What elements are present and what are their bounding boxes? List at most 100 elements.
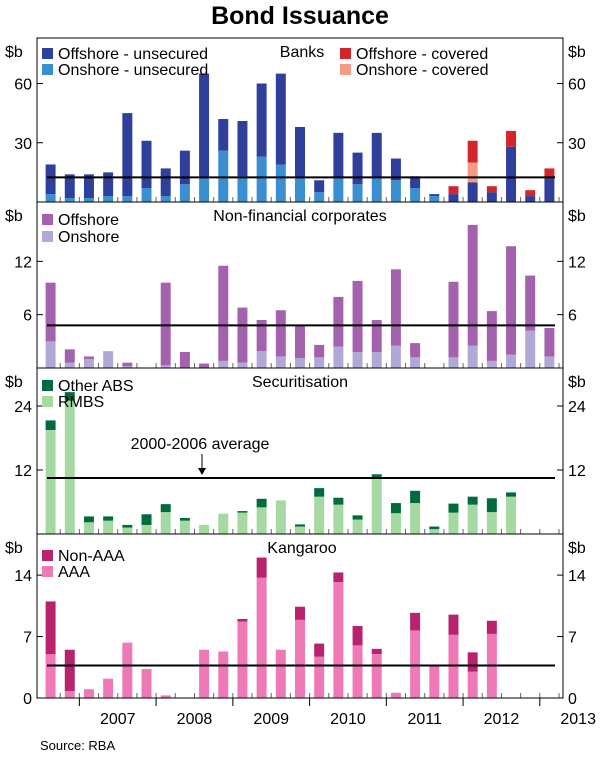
nonfinancial-bar-onshore [544, 356, 555, 368]
securitisation-bar-rmbs [141, 524, 152, 534]
banks-bar-onshore-unsecured [122, 196, 133, 202]
kangaroo-bar-aaa [103, 678, 114, 698]
banks-bar-onshore-unsecured [295, 178, 305, 202]
kangaroo-bar-aaa [295, 619, 305, 698]
banks-bar-offshore-unsecured [429, 194, 440, 197]
securitisation-ytick-left: 24 [14, 399, 32, 416]
nonfinancial-bar-onshore [218, 360, 229, 368]
banks-bar-offshore-unsecured [122, 113, 133, 197]
banks-bar-offshore-unsecured [275, 73, 286, 165]
nonfinancial-bar-offshore [544, 328, 555, 357]
nonfinancial-bar-offshore [122, 362, 133, 367]
kangaroo-unit-left: $b [5, 540, 23, 557]
nonfinancial-bar-offshore [410, 343, 421, 358]
securitisation-bar-other-abs [390, 503, 401, 514]
nonfinancial-bar-onshore [256, 351, 267, 368]
average-annotation: 2000-2006 average [131, 436, 270, 453]
banks-bar-offshore-unsecured [467, 182, 478, 202]
banks-unit-right: $b [568, 44, 586, 61]
kangaroo-legend-non-aaa-swatch [42, 550, 53, 561]
securitisation-bar-rmbs [295, 526, 305, 534]
kangaroo-bar-non-aaa [467, 652, 478, 672]
nonfinancial-bar-onshore [122, 366, 133, 368]
kangaroo-ytick-left: 7 [23, 630, 32, 647]
nonfinancial-legend-onshore-swatch [42, 231, 53, 242]
banks-bar-onshore-covered [467, 162, 478, 183]
kangaroo-bar-aaa [390, 692, 401, 698]
kangaroo-bar-aaa [237, 621, 248, 698]
banks-bar-offshore-unsecured [314, 180, 325, 193]
kangaroo-unit-right: $b [568, 540, 586, 557]
securitisation-bar-other-abs [506, 492, 517, 497]
securitisation-bar-other-abs [486, 498, 497, 513]
securitisation-bar-rmbs [275, 500, 286, 534]
banks-bar-offshore-covered [486, 186, 497, 193]
banks-bar-offshore-unsecured [256, 83, 267, 157]
securitisation-bar-rmbs [45, 430, 56, 534]
banks-bar-onshore-unsecured [410, 188, 421, 202]
kangaroo-bar-aaa [256, 577, 267, 698]
nonfinancial-bar-onshore [160, 365, 171, 368]
nonfinancial-panel: Non-financial corporates $b $b 6 6 12 12 Offsho… [5, 201, 586, 369]
banks-bar-offshore-unsecured [544, 178, 555, 202]
kangaroo-bar-aaa [352, 645, 363, 698]
banks-bar-offshore-covered [467, 140, 478, 163]
banks-bar-offshore-unsecured [390, 158, 401, 181]
securitisation-bar-other-abs [83, 516, 94, 523]
x-axis: 2007 2008 2009 2010 2011 2012 2013 [78, 698, 596, 728]
securitisation-bar-rmbs [352, 519, 363, 534]
banks-bar-offshore-unsecured [352, 152, 363, 185]
kangaroo-bar-aaa [141, 669, 152, 698]
nonfinancial-bar-offshore [275, 310, 286, 357]
nonfinancial-legend-onshore-label: Onshore [58, 229, 119, 246]
kangaroo-ytick-right: 14 [568, 568, 586, 585]
kangaroo-bar-aaa [83, 689, 94, 698]
securitisation-title: Securitisation [252, 374, 348, 391]
kangaroo-ytick-left: 14 [14, 568, 32, 585]
nonfinancial-bar-offshore [64, 349, 75, 363]
banks-bar-offshore-unsecured [295, 126, 305, 179]
banks-legend-onshore-unsecured-label: Onshore - unsecured [58, 62, 208, 79]
kangaroo-ytick-left: 0 [23, 691, 32, 708]
banks-bar-offshore-unsecured [486, 192, 497, 202]
nonfinancial-ytick-left: 12 [14, 254, 32, 271]
nonfinancial-bar-offshore [390, 269, 401, 346]
securitisation-legend-other-abs-swatch [42, 380, 53, 391]
securitisation-bar-rmbs [314, 496, 325, 534]
nonfinancial-bar-onshore [237, 362, 248, 368]
securitisation-bar-rmbs [179, 520, 190, 534]
securitisation-bar-other-abs [64, 392, 75, 401]
kangaroo-frame [36, 533, 564, 699]
banks-bar-offshore-unsecured [83, 174, 94, 199]
securitisation-legend-other-abs-label: Other ABS [58, 378, 134, 395]
securitisation-bar-rmbs [486, 512, 497, 534]
nonfinancial-bar-onshore [83, 359, 94, 368]
nonfinancial-ytick-right: 12 [568, 254, 586, 271]
securitisation-bar-other-abs [429, 526, 440, 530]
banks-bar-onshore-unsecured [199, 178, 210, 202]
kangaroo-bar-non-aaa [64, 649, 75, 691]
nonfinancial-legend-offshore-swatch [42, 214, 53, 225]
banks-bar-onshore-unsecured [237, 176, 248, 202]
banks-ytick-right: 30 [568, 136, 586, 153]
securitisation-bar-other-abs [141, 514, 152, 525]
nonfinancial-bar-offshore [218, 265, 229, 361]
securitisation-unit-right: $b [568, 374, 586, 391]
banks-legend-onshore-covered-label: Onshore - covered [356, 62, 489, 79]
nonfinancial-legend-offshore-label: Offshore [58, 212, 119, 229]
kangaroo-bar-aaa [314, 656, 325, 698]
securitisation-bar-rmbs [467, 504, 478, 534]
nonfinancial-bar-onshore [295, 358, 305, 368]
banks-legend-offshore-covered-swatch [340, 48, 351, 59]
kangaroo-bar-aaa [45, 654, 56, 698]
nonfinancial-bar-onshore [275, 356, 286, 368]
kangaroo-bar-non-aaa [314, 643, 325, 657]
securitisation-bar-other-abs [237, 511, 248, 513]
banks-bar-onshore-unsecured [333, 178, 344, 202]
banks-bar-offshore-covered [506, 130, 517, 147]
securitisation-ytick-left: 12 [14, 463, 32, 480]
x-tick-label: 2007 [100, 711, 136, 728]
